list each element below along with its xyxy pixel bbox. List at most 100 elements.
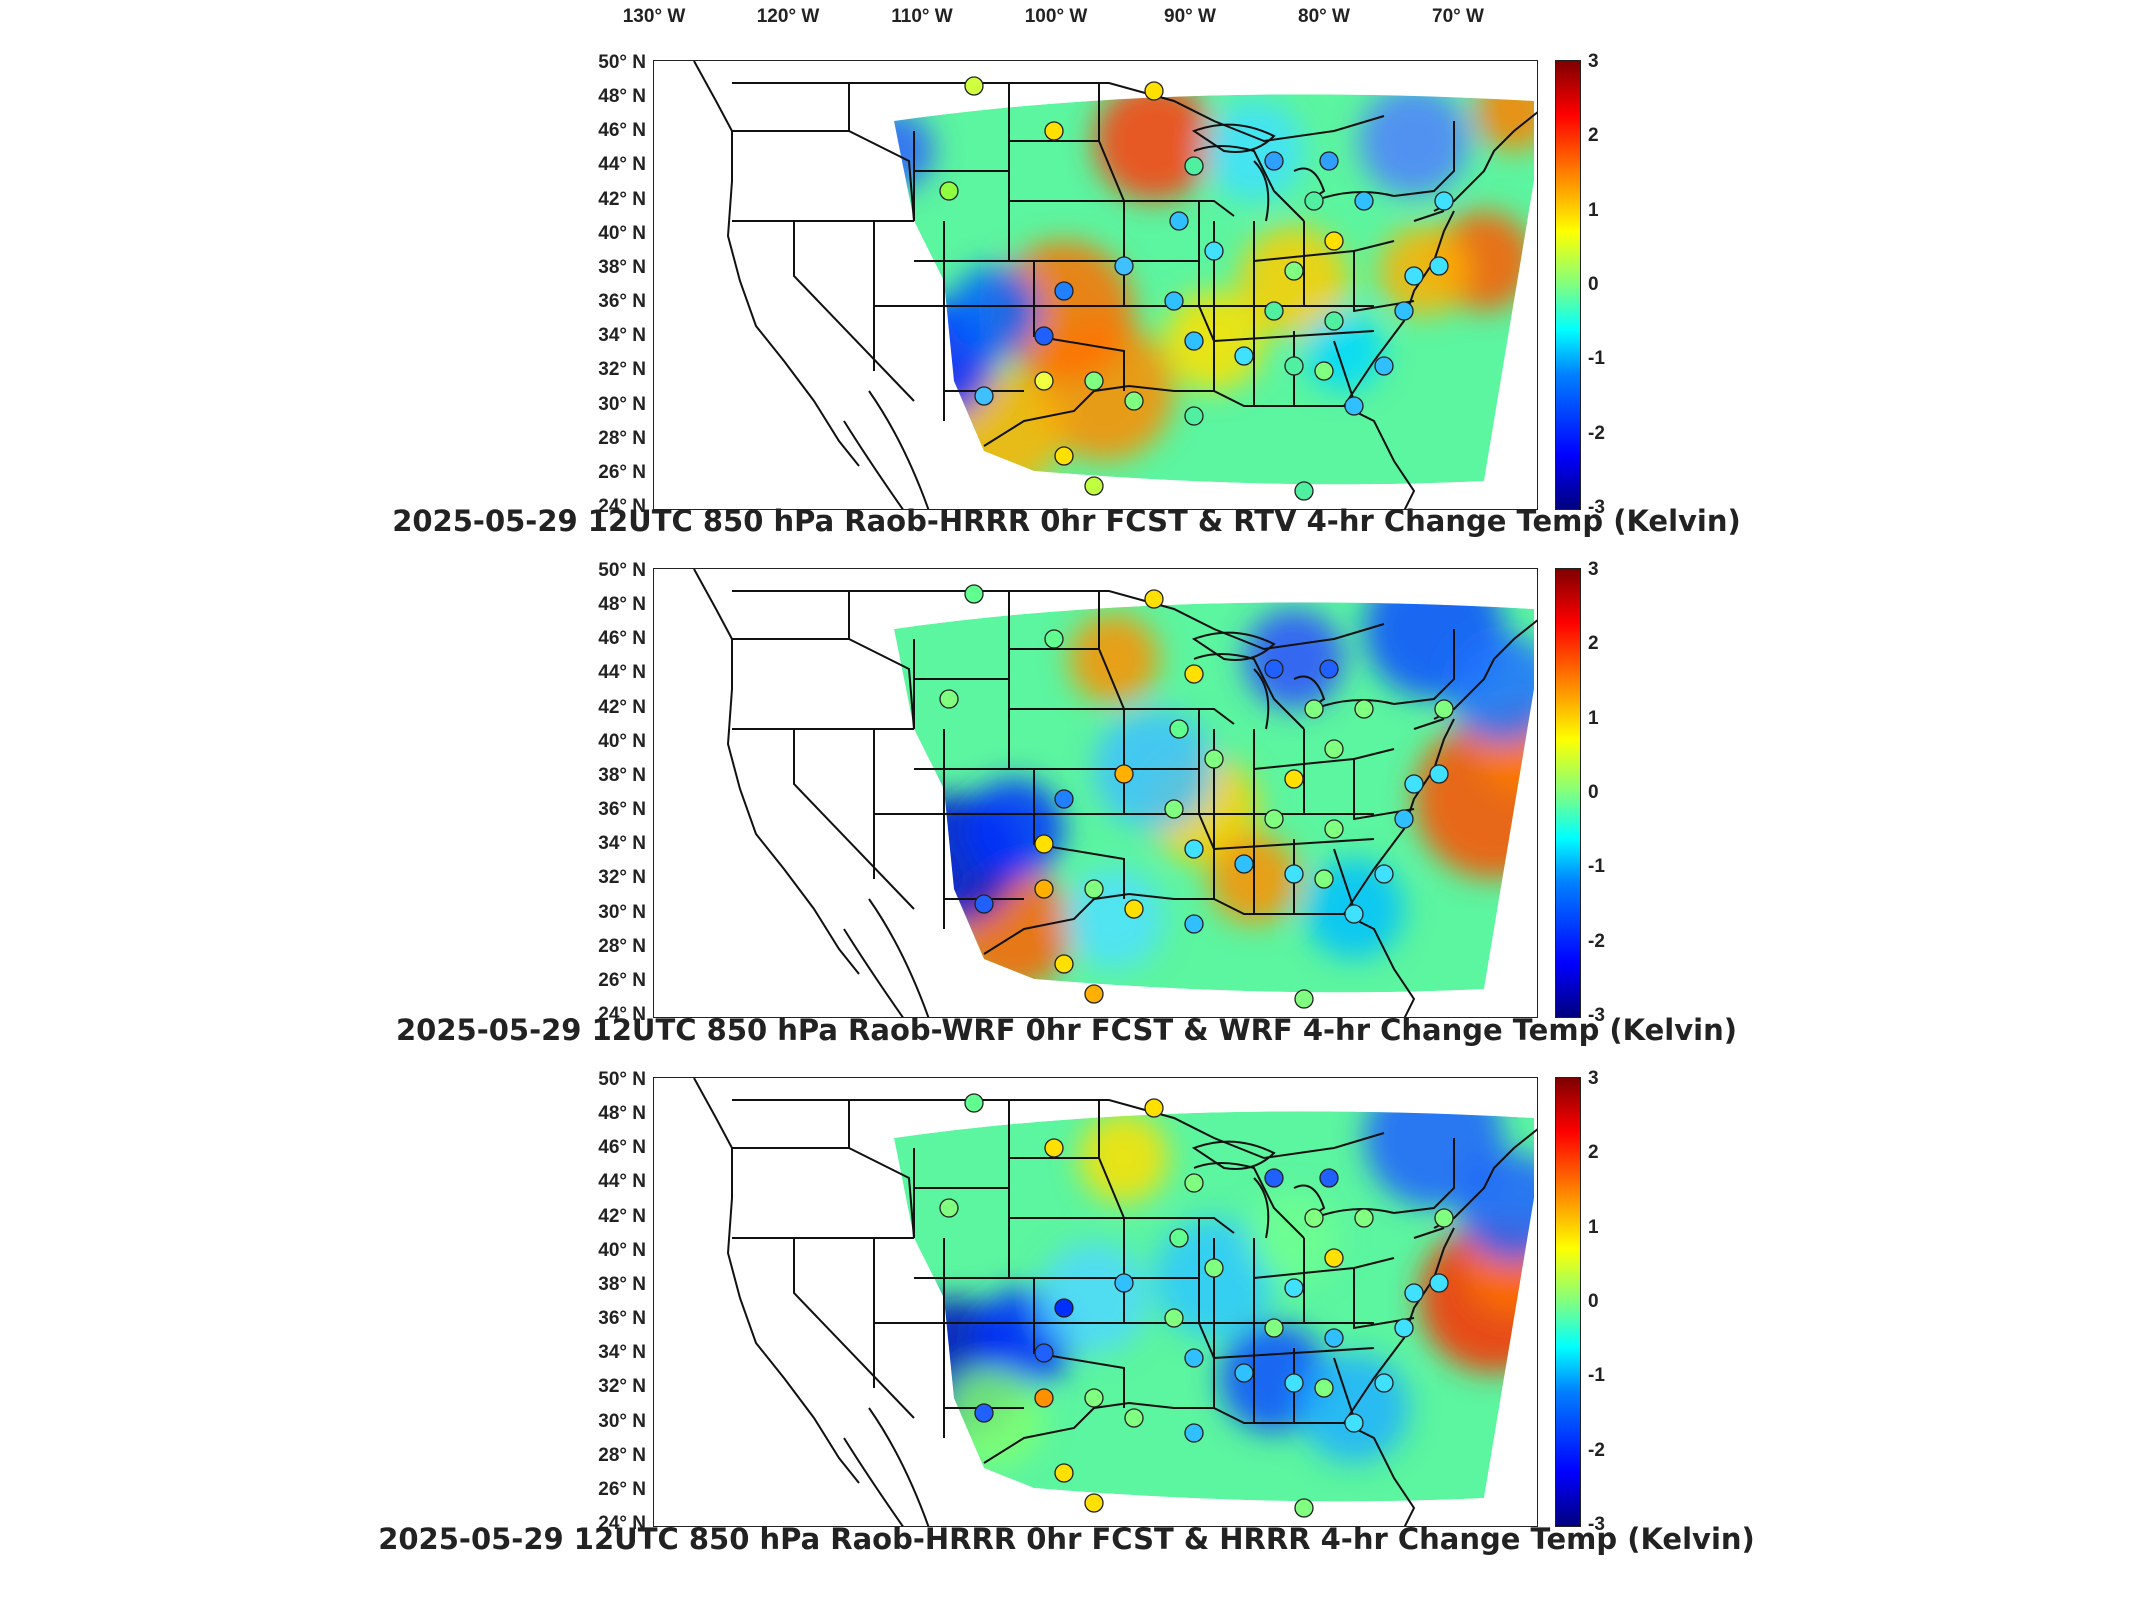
raob-station-marker [1144,589,1164,609]
temperature-map[interactable] [653,1077,1538,1527]
raob-station-marker [1284,864,1304,884]
latitude-label: 48° N [598,86,646,108]
raob-station-marker [1394,1318,1414,1338]
raob-station-marker [1184,1348,1204,1368]
state-line [1413,1227,1445,1239]
colorbar [1555,568,1581,1018]
latitude-label: 46° N [598,628,646,650]
panel-title: 2025-05-29 12UTC 850 hPa Raob-WRF 0hr FC… [395,1013,1737,1047]
state-line [1393,1138,1455,1214]
latitude-label: 44° N [598,154,646,176]
raob-station-marker [1164,1308,1184,1328]
raob-station-marker [1124,899,1144,919]
colorbar-tick-label: -1 [1588,856,1605,878]
raob-station-marker [974,386,994,406]
latitude-label: 50° N [598,52,646,73]
great-lakes [1191,123,1276,153]
raob-station-marker [1044,629,1064,649]
gulf-of-california [868,390,930,509]
raob-station-marker [1114,256,1134,276]
raob-station-marker [1204,1258,1224,1278]
colorbar-tick-label: 0 [1588,274,1599,295]
latitude-label: 28° N [598,427,646,449]
raob-station-marker [1184,1173,1204,1193]
gulf-of-california [868,898,930,1017]
latitude-label: 30° N [598,1410,646,1432]
state-line [793,1238,915,1419]
raob-station-marker [1084,476,1104,496]
temperature-anomaly [1459,1153,1534,1263]
colorbar-tick-label: -2 [1588,422,1605,444]
raob-station-marker [1114,764,1134,784]
temperature-map[interactable] [653,568,1538,1018]
east-coast [1343,210,1455,407]
latitude-label: 32° N [598,1376,646,1398]
latitude-label: 26° N [598,969,646,991]
state-line [732,591,850,640]
raob-station-marker [1264,809,1284,829]
raob-station-marker [1164,291,1184,311]
longitude-label: 70° W [1432,6,1484,27]
raob-station-marker [1284,1278,1304,1298]
temperature-anomaly [964,779,1064,879]
state-line [848,1147,915,1239]
raob-station-marker [1034,879,1054,899]
raob-station-marker [1164,799,1184,819]
raob-station-marker [1324,1248,1344,1268]
raob-station-marker [1054,1463,1074,1483]
raob-station-marker [1054,1298,1074,1318]
temperature-anomaly [1364,1111,1504,1208]
state-line [1193,1162,1305,1239]
colorbar-tick-label: -1 [1588,1365,1605,1387]
latitude-label: 26° N [598,1478,646,1500]
raob-station-marker [1144,1098,1164,1118]
raob-station-marker [1354,699,1374,719]
raob-station-marker [1054,789,1074,809]
state-line [1033,814,1125,899]
raob-station-marker [1304,191,1324,211]
raob-station-marker [964,1093,984,1113]
raob-station-marker [1034,1343,1054,1363]
temperature-anomaly [1249,1193,1339,1283]
raob-station-marker [939,181,959,201]
longitude-label: 100° W [1024,6,1088,27]
latitude-label: 34° N [598,1342,646,1364]
raob-station-marker [1394,809,1414,829]
colorbar-tick-label: 3 [1588,559,1599,580]
raob-station-marker [1234,854,1254,874]
raob-station-marker [1284,261,1304,281]
east-coast [1343,718,1455,915]
raob-station-marker [1124,1408,1144,1428]
texas-coast [983,892,1274,955]
raob-station-marker [974,894,994,914]
raob-station-marker [1184,156,1204,176]
florida [1274,1422,1416,1526]
state-line [1353,759,1415,821]
latitude-label: 44° N [598,1171,646,1193]
raob-station-marker [1054,954,1074,974]
raob-station-marker [1084,879,1104,899]
latitude-label: 30° N [598,393,646,415]
raob-station-marker [1034,371,1054,391]
temperature-anomaly [1304,311,1384,391]
state-line [793,729,915,910]
raob-station-marker [1284,356,1304,376]
raob-station-marker [1284,769,1304,789]
raob-station-marker [1264,659,1284,679]
temperature-anomaly [949,266,1039,356]
state-line [1124,1217,1235,1234]
latitude-label: 28° N [598,1444,646,1466]
raob-station-marker [1054,446,1074,466]
latitude-label: 40° N [598,222,646,244]
temperature-anomaly [1474,94,1534,151]
temperature-map[interactable] [653,60,1538,510]
latitude-label: 50° N [598,560,646,581]
raob-station-marker [1204,241,1224,261]
colorbar-tick-label: 0 [1588,1291,1599,1312]
raob-stations [939,76,1454,501]
coastline-west [693,61,860,467]
raob-station-marker [1324,311,1344,331]
raob-station-marker [1319,151,1339,171]
state-line [1098,83,1125,306]
raob-station-marker [1344,904,1364,924]
